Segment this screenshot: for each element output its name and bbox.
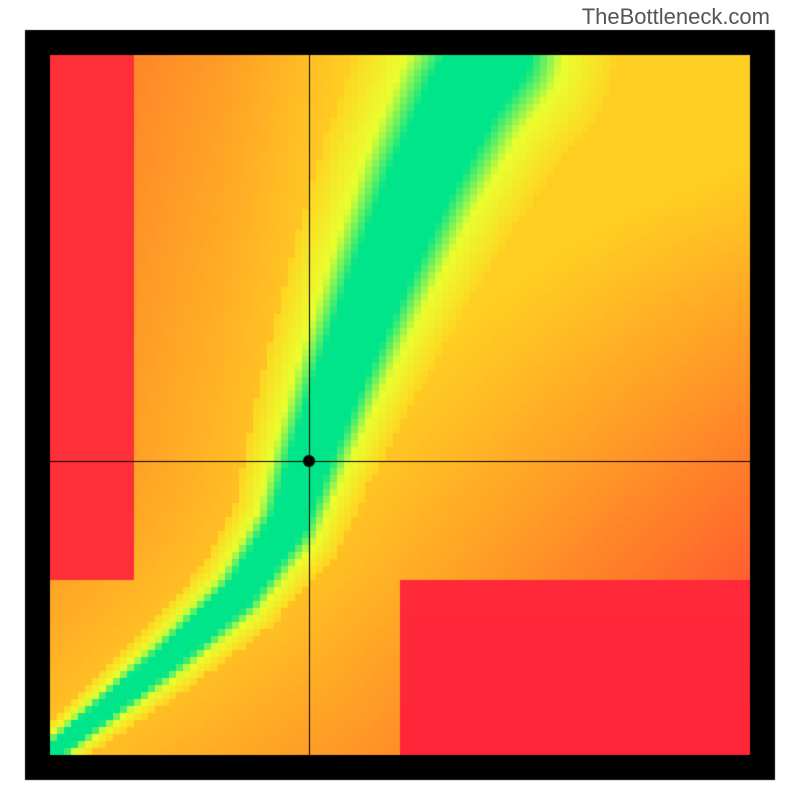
heatmap-canvas	[0, 0, 800, 800]
watermark-text: TheBottleneck.com	[582, 4, 770, 30]
figure-root: TheBottleneck.com	[0, 0, 800, 800]
